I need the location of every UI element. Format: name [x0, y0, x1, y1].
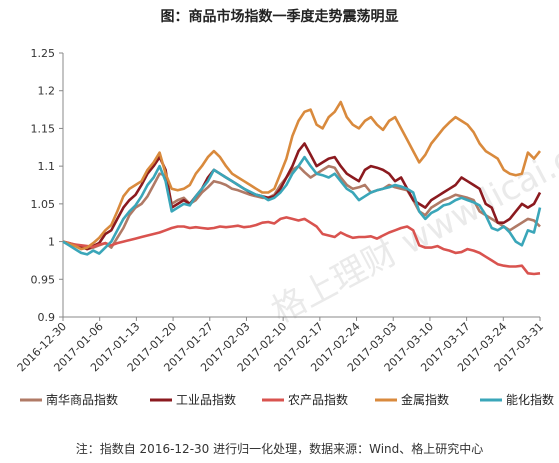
- series-line-4: [62, 100, 542, 251]
- series-lines: [62, 100, 542, 276]
- y-tick-label: 1.15: [31, 122, 56, 135]
- chart-title: 图：商品市场指数一季度走势震荡明显: [160, 9, 399, 25]
- series-line-3: [62, 216, 541, 276]
- legend-label: 工业品指数: [176, 392, 236, 407]
- legend-label: 农产品指数: [288, 392, 348, 407]
- legend-label: 金属指数: [401, 392, 449, 407]
- series-line-5: [62, 155, 542, 256]
- axes: 0.90.9511.051.11.151.21.252016-12-302017…: [15, 47, 546, 374]
- legend-label: 南华商品指数: [46, 392, 118, 407]
- y-tick-label: 1.05: [31, 198, 56, 211]
- y-tick-label: 1.25: [31, 47, 56, 60]
- y-tick-label: 0.9: [38, 311, 56, 324]
- y-tick-label: 0.95: [31, 273, 56, 286]
- y-tick-label: 1.1: [38, 160, 56, 173]
- series-line-1: [62, 164, 541, 251]
- legend: 南华商品指数 工业品指数 农产品指数 金属指数 能化指数: [20, 392, 554, 407]
- y-tick-label: 1.2: [38, 85, 56, 98]
- legend-label: 能化指数: [506, 392, 554, 407]
- y-tick-label: 1: [48, 236, 55, 249]
- source-note: 注：指数自 2016-12-30 进行归一化处理，数据来源：Wind、格上研究中…: [75, 442, 484, 456]
- series-line-2: [62, 142, 542, 251]
